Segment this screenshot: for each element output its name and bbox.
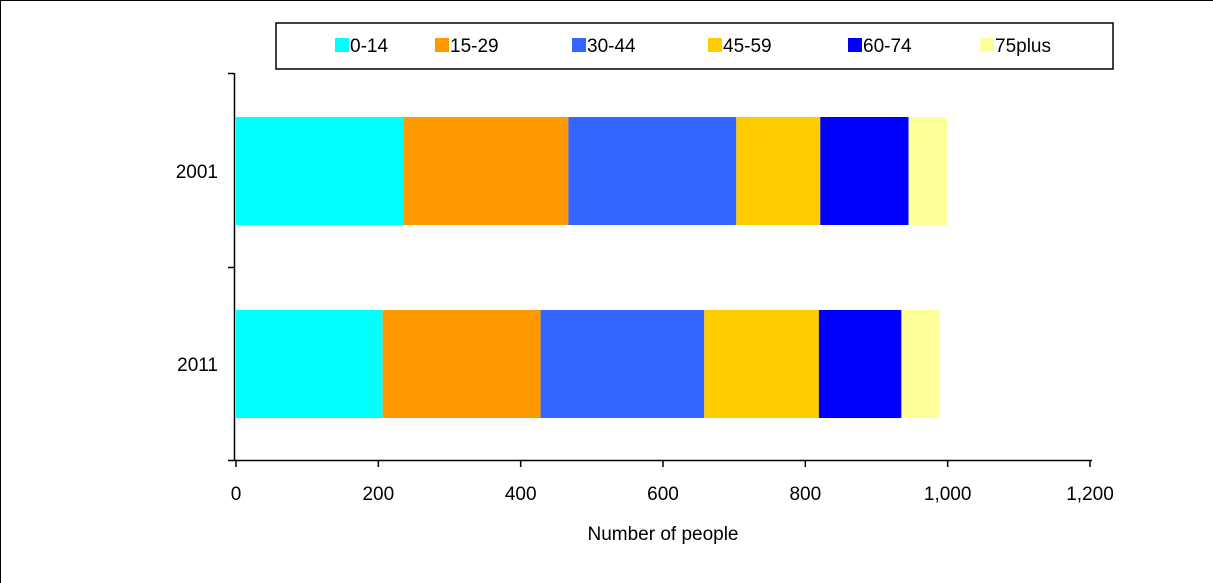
x-tick-label: 1,200 — [1066, 484, 1114, 505]
x-tick-label: 0 — [231, 484, 242, 505]
category-label: 2011 — [177, 355, 218, 376]
bars — [236, 117, 947, 418]
x-tick-label: 600 — [647, 484, 679, 505]
legend-label-45-59: 45-59 — [723, 36, 772, 57]
legend-label-15-29: 15-29 — [450, 36, 499, 57]
legend-label-0-14: 0-14 — [350, 36, 388, 57]
bar-2001-0-14 — [236, 117, 404, 225]
bar-2011-60-74 — [818, 310, 902, 418]
bar-2011-0-14 — [236, 310, 383, 418]
legend-label-60-74: 60-74 — [863, 36, 912, 57]
x-tick-label: 800 — [789, 484, 821, 505]
bar-2001-30-44 — [568, 117, 737, 225]
bar-2001-45-59 — [736, 117, 821, 225]
legend-label-75plus: 75plus — [995, 36, 1051, 57]
legend-swatch-60-74 — [848, 38, 862, 52]
x-tick-label: 400 — [505, 484, 537, 505]
x-tick-label: 200 — [362, 484, 394, 505]
legend-swatch-0-14 — [335, 38, 349, 52]
category-labels: 2001 2011 — [176, 162, 218, 376]
legend-label-30-44: 30-44 — [587, 36, 636, 57]
axes: 0 200 400 600 800 1,000 1,200 — [228, 72, 1114, 505]
bar-2001-75plus — [908, 117, 947, 225]
legend-swatch-30-44 — [572, 38, 586, 52]
legend-swatch-75plus — [980, 38, 994, 52]
legend-swatch-45-59 — [708, 38, 722, 52]
legend-box — [275, 22, 1114, 70]
bar-2001-15-29 — [403, 117, 569, 225]
legend-swatch-15-29 — [435, 38, 449, 52]
bar-2001-60-74 — [820, 117, 909, 225]
bar-2011-15-29 — [382, 310, 541, 418]
legend: 0-14 15-29 30-44 45-59 60-74 75plus — [275, 22, 1114, 70]
bar-2011-45-59 — [704, 310, 819, 418]
category-label: 2001 — [176, 162, 218, 183]
x-axis-label: Number of people — [587, 524, 738, 545]
bar-2011-30-44 — [540, 310, 705, 418]
bar-2011-75plus — [901, 310, 940, 418]
x-tick-label: 1,000 — [924, 484, 972, 505]
